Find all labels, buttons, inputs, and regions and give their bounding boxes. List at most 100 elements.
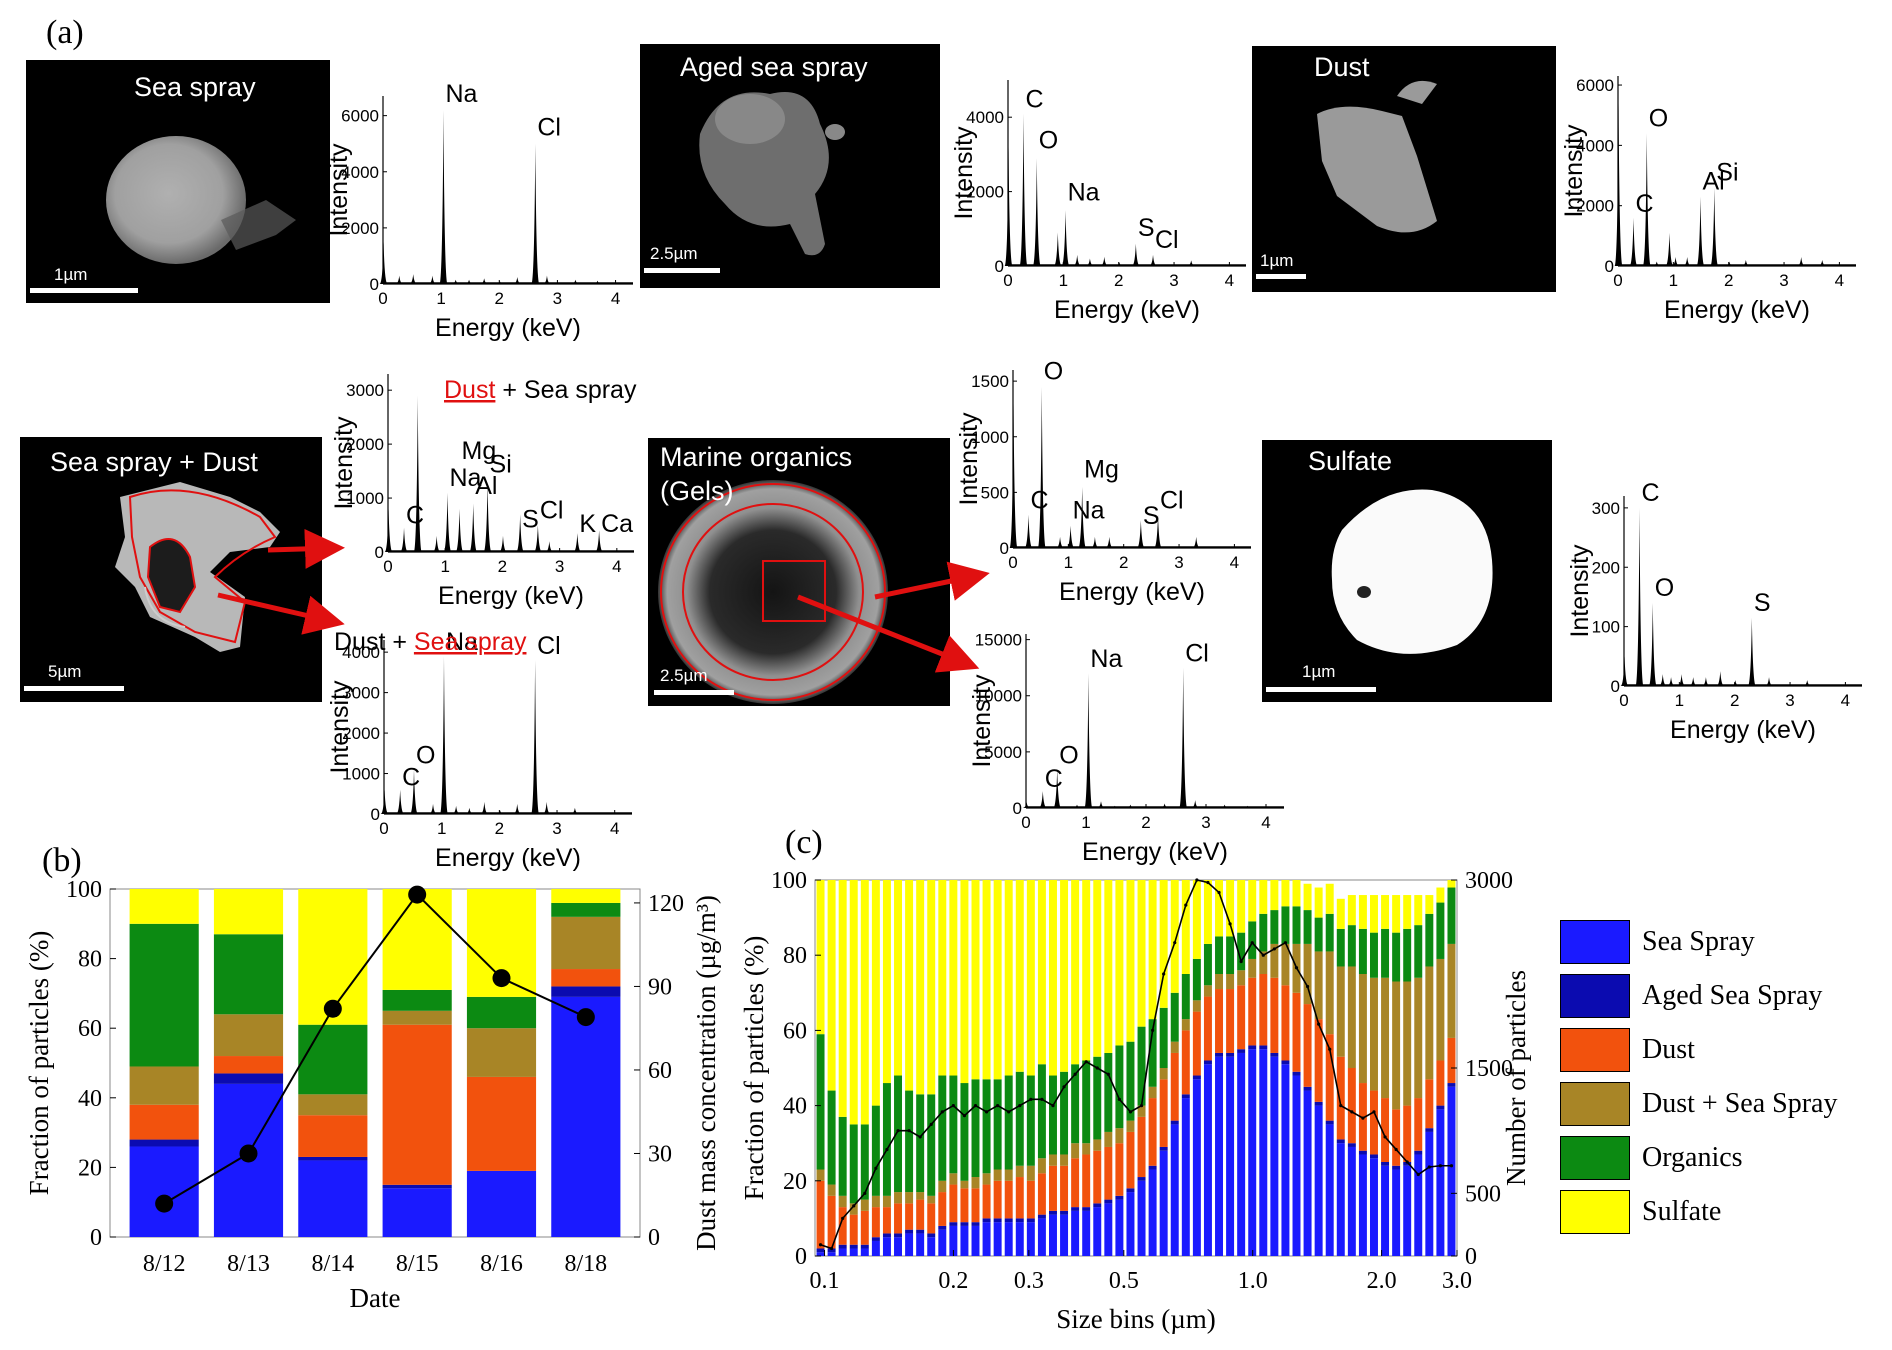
- spectrum-peak: [465, 279, 474, 284]
- bar-segment: [1137, 1116, 1146, 1178]
- line-marker: [1095, 1066, 1099, 1070]
- bar-segment: [971, 1177, 980, 1189]
- bar-segment: [1381, 977, 1390, 1099]
- x-tick-label: 4: [1835, 271, 1844, 290]
- y-tick-label: 2000: [346, 435, 384, 454]
- y-tick-label: 20: [78, 1155, 102, 1181]
- sem-title: Marine organics: [660, 442, 853, 472]
- bar-segment: [1060, 880, 1069, 1072]
- bar-segment: [982, 1173, 991, 1185]
- bar-segment: [1347, 1143, 1356, 1147]
- x-tick-label: 0: [1021, 813, 1030, 832]
- bar-segment: [1060, 1165, 1069, 1211]
- x-tick-label: 1.0: [1238, 1268, 1268, 1294]
- bar-segment: [1369, 1090, 1378, 1155]
- bar-segment: [1148, 1169, 1157, 1256]
- spectrum-peak: [1056, 536, 1065, 548]
- spectrum-peak: [452, 805, 461, 814]
- x-tick-label: 3: [1779, 271, 1788, 290]
- peak-label: C: [1025, 86, 1043, 114]
- bar-segment: [982, 1079, 991, 1174]
- spectrum-peak: [495, 809, 504, 814]
- x-axis-label: Size bins (µm): [1056, 1304, 1216, 1334]
- bar-segment: [551, 916, 621, 970]
- spectrum-peak: [1671, 256, 1680, 266]
- bar-segment: [1336, 966, 1345, 1057]
- y2-axis-label: Dust mass concentration (µg/m³): [691, 895, 721, 1251]
- bar-segment: [1137, 1180, 1146, 1256]
- bar-segment: [1303, 883, 1312, 911]
- bar-segment: [298, 1024, 368, 1095]
- bar-segment: [882, 1195, 891, 1208]
- bar-segment: [1336, 1056, 1345, 1140]
- panel-label-c: (c): [785, 824, 823, 861]
- bar-segment: [1403, 1162, 1412, 1166]
- bar-segment: [1403, 1165, 1412, 1256]
- bar-segment: [882, 1207, 891, 1234]
- spectrum-peak: [1658, 674, 1667, 686]
- bar-segment: [213, 1056, 284, 1074]
- x-tick-label: 0.1: [810, 1268, 840, 1294]
- bar-segment: [1126, 1041, 1135, 1121]
- spectrum-peak: [379, 241, 388, 284]
- bar-segment: [1336, 1143, 1345, 1256]
- x-tick-label: 4: [1230, 553, 1239, 572]
- sem-image-sulfate: Sulfate 1µm: [1262, 440, 1552, 702]
- spectrum-peak: [573, 533, 582, 552]
- peak-label: S: [1754, 589, 1771, 617]
- spectrum-peak: [1100, 256, 1109, 266]
- bar-segment: [938, 1075, 947, 1181]
- bar-segment: [1425, 966, 1434, 1080]
- line-marker: [962, 1114, 967, 1118]
- particle-aged-sea-spray: [699, 92, 845, 256]
- bar-segment: [1148, 880, 1157, 1020]
- peak-label: S: [1143, 502, 1160, 530]
- line-marker: [1449, 1164, 1454, 1168]
- spectrum-peak: [1620, 656, 1629, 686]
- bar-segment: [1015, 1165, 1024, 1178]
- y2-tick-label: 90: [648, 974, 672, 1000]
- bar-segment: [938, 880, 947, 1076]
- spectrum-gel-shell: 0 500 1000 1500 0 1 2 3 4 O C Na Mg SCl Energy (keV) In…: [955, 357, 1251, 606]
- bar-segment: [1369, 895, 1378, 933]
- x-tick-label: 1: [1675, 691, 1684, 710]
- x-tick-label: 4: [1225, 271, 1234, 290]
- spectrum-peak: [429, 803, 438, 814]
- particle-sulfate: [1331, 489, 1493, 654]
- line-marker: [896, 1129, 900, 1133]
- bar-segment: [1082, 1207, 1091, 1211]
- x-axis-label: Energy (keV): [1664, 296, 1810, 324]
- bar-segment: [1148, 1086, 1157, 1099]
- line-marker: [1372, 1110, 1376, 1114]
- line-marker: [1051, 1104, 1055, 1108]
- bar-segment: [894, 880, 903, 1076]
- sem-title: Sulfate: [1308, 446, 1393, 476]
- spectrum-sea-spray-part: 0 1000 2000 3000 4000 0 1 2 3 4 CO Na Cl Energy (keV)…: [326, 628, 632, 872]
- spectrum-peak: [413, 395, 422, 552]
- spectrum-peak: [380, 789, 389, 814]
- peak-label: Cl: [1160, 486, 1184, 514]
- bar-segment: [1358, 1154, 1367, 1256]
- y-tick-label: 0: [1611, 677, 1620, 696]
- spectrum-peak: [395, 275, 404, 284]
- bar-segment: [1226, 989, 1235, 1053]
- bar-segment: [1314, 1101, 1323, 1106]
- y-tick-label: 4000: [342, 643, 380, 662]
- y2-tick-label: 0: [648, 1225, 660, 1251]
- bar-segment: [298, 1115, 368, 1157]
- line-marker: [1239, 959, 1243, 964]
- peak-label: O: [1044, 357, 1063, 385]
- y-tick-label: 2000: [1576, 197, 1614, 216]
- bar-segment: [1192, 1011, 1201, 1076]
- bar-segment: [816, 1248, 825, 1253]
- bar-segment: [213, 889, 284, 935]
- bar-segment: [1226, 936, 1235, 974]
- x-tick-label: 2: [495, 819, 504, 838]
- bar-segment: [1358, 895, 1367, 929]
- y-tick-label: 0: [1605, 257, 1614, 276]
- y-tick-label: 1000: [971, 428, 1009, 447]
- bar-segment: [1215, 989, 1224, 1053]
- y2-tick-label: 500: [1465, 1181, 1501, 1207]
- spectrum-peak: [455, 508, 464, 552]
- spectrum-peak: [1078, 486, 1087, 548]
